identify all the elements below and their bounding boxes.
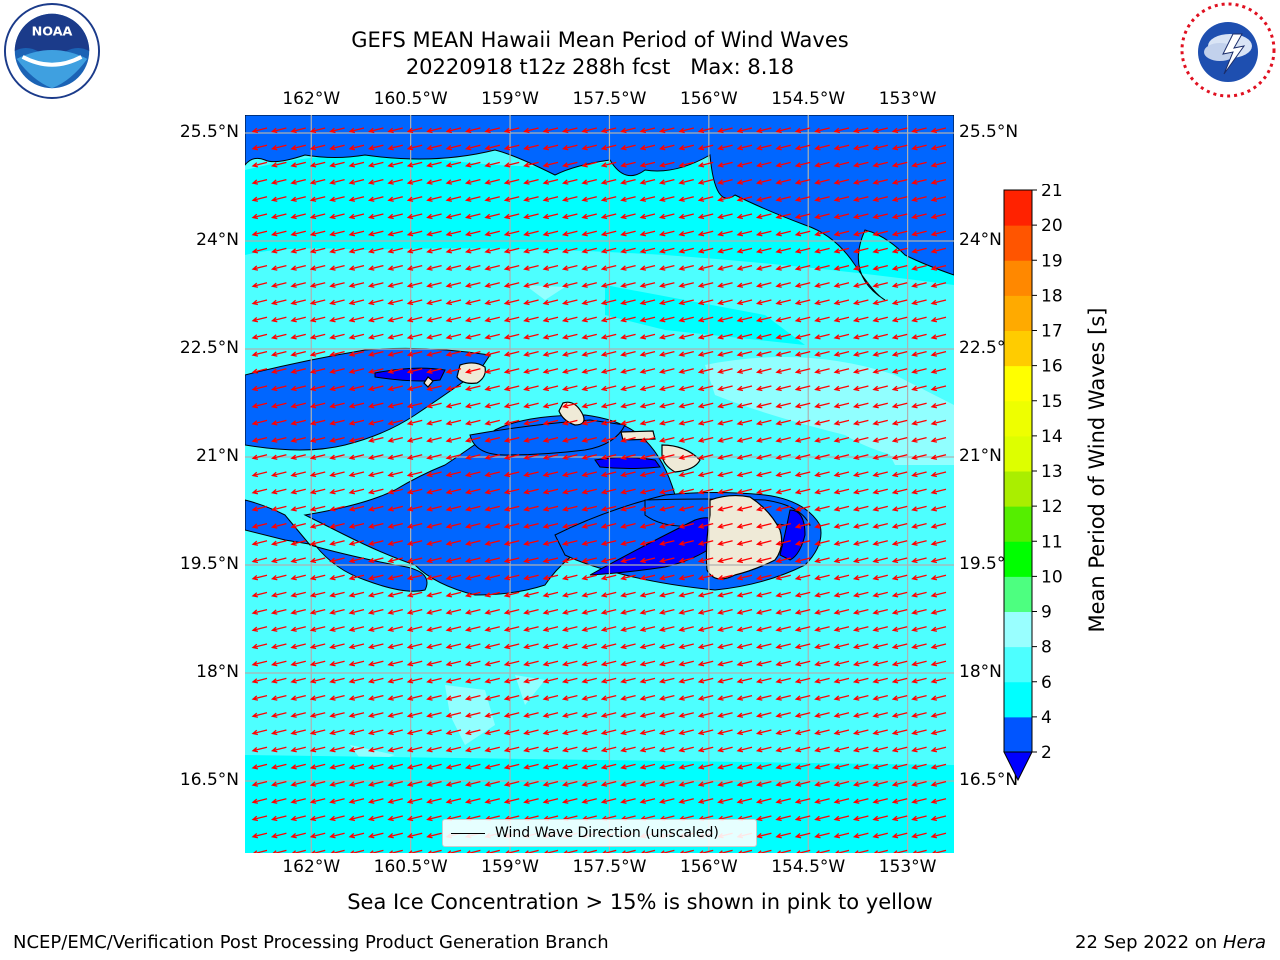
colorbar-tick-label: 15 xyxy=(1041,392,1063,412)
footer-machine: Hera xyxy=(1222,932,1266,953)
lon-tick-label: 153°W xyxy=(878,857,937,877)
colorbar-tick-label: 16 xyxy=(1041,357,1063,377)
colorbar-swatch xyxy=(1004,365,1032,402)
colorbar-tick-label: 18 xyxy=(1041,286,1063,306)
lat-tick-label: 18°N xyxy=(196,662,239,682)
lon-tick-label: 156°W xyxy=(679,89,738,109)
colorbar: 2 4 6 8 9 10 11 12 13 14 15 16 17 18 19 20 21 xyxy=(1003,184,1063,782)
colorbar-tick-label: 11 xyxy=(1041,532,1063,552)
lat-tick-label: 16.5°N xyxy=(959,770,1019,790)
colorbar-tick-label: 8 xyxy=(1041,638,1052,658)
colorbar-tick-label: 17 xyxy=(1041,322,1063,342)
lat-tick-label: 22.5°N xyxy=(959,338,1019,358)
colorbar-swatch xyxy=(1004,260,1032,296)
colorbar-tick-label: 21 xyxy=(1041,184,1063,201)
colorbar-tick-label: 20 xyxy=(1041,216,1063,236)
colorbar-swatch xyxy=(1004,541,1032,577)
lat-tick-label: 24°N xyxy=(959,230,1002,250)
colorbar-tick-label: 2 xyxy=(1041,743,1052,763)
colorbar-tick-label: 12 xyxy=(1041,497,1063,517)
lon-tick-label: 156°W xyxy=(679,857,738,877)
lat-tick-label: 16.5°N xyxy=(179,770,239,790)
national-weather-service-logo xyxy=(1180,2,1276,98)
colorbar-swatch xyxy=(1004,400,1032,437)
lon-tick-label: 157.5°W xyxy=(572,857,647,877)
colorbar-swatch xyxy=(1004,576,1032,612)
map-subtitle: 20220918 t12z 288h fcst Max: 8.18 xyxy=(405,55,795,79)
colorbar-swatch xyxy=(1004,190,1032,226)
lon-tick-label: 154.5°W xyxy=(771,857,846,877)
noaa-logo: NOAA xyxy=(3,2,101,100)
lon-tick-label: 162°W xyxy=(282,89,341,109)
colorbar-tick-label: 14 xyxy=(1041,427,1063,447)
legend-label: Wind Wave Direction (unscaled) xyxy=(495,825,719,841)
colorbar-swatch xyxy=(1004,471,1032,507)
lon-tick-label: 160.5°W xyxy=(373,857,448,877)
lat-tick-label: 21°N xyxy=(959,446,1002,466)
lat-tick-label: 24°N xyxy=(196,230,239,250)
colorbar-extend-triangle xyxy=(1003,751,1033,782)
colorbar-title: Mean Period of Wind Waves [s] xyxy=(1085,307,1109,633)
lon-tick-label: 162°W xyxy=(282,857,341,877)
wind-wave-direction-legend: Wind Wave Direction (unscaled) xyxy=(442,819,757,847)
colorbar-tick-label: 6 xyxy=(1041,673,1052,693)
lon-tick-label: 160.5°W xyxy=(373,89,448,109)
colorbar-swatch xyxy=(1004,225,1032,261)
lat-tick-label: 19.5°N xyxy=(179,554,239,574)
lon-tick-label: 159°W xyxy=(481,857,539,877)
colorbar-swatch xyxy=(1004,611,1032,648)
arrow-field xyxy=(251,127,947,853)
svg-text:NOAA: NOAA xyxy=(32,24,73,39)
map-title: GEFS MEAN Hawaii Mean Period of Wind Wav… xyxy=(351,28,849,52)
colorbar-swatch xyxy=(1004,295,1032,331)
lon-tick-label: 154.5°W xyxy=(771,89,846,109)
sea-ice-note: Sea Ice Concentration > 15% is shown in … xyxy=(347,890,933,914)
lat-tick-label: 19.5°N xyxy=(959,554,1019,574)
footer-date: 22 Sep 2022 on Hera xyxy=(1075,932,1266,953)
big-island-hawaii xyxy=(705,494,783,580)
colorbar-swatch xyxy=(1004,506,1032,542)
footer-date-text: 22 Sep 2022 on xyxy=(1075,932,1223,953)
colorbar-tick-label: 10 xyxy=(1041,567,1063,587)
lat-tick-label: 21°N xyxy=(196,446,239,466)
wind-wave-direction-arrows xyxy=(251,127,947,853)
colorbar-swatch xyxy=(1004,716,1032,753)
colorbar-tick-label: 13 xyxy=(1041,462,1063,482)
lon-tick-label: 157.5°W xyxy=(572,89,647,109)
colorbar-tick-label: 9 xyxy=(1041,603,1052,623)
lon-tick-label: 153°W xyxy=(878,89,937,109)
footer-producer: NCEP/EMC/Verification Post Processing Pr… xyxy=(13,932,609,953)
molokai-lanai xyxy=(620,430,656,441)
colorbar-swatch xyxy=(1004,435,1032,472)
colorbar-swatch xyxy=(1004,646,1032,683)
colorbar-tick-label: 4 xyxy=(1041,708,1052,728)
colorbar-swatch xyxy=(1004,330,1032,367)
colorbar-tick-label: 19 xyxy=(1041,251,1063,271)
lat-tick-label: 25.5°N xyxy=(959,122,1019,142)
legend-line-swatch xyxy=(451,832,485,834)
lat-tick-label: 25.5°N xyxy=(179,122,239,142)
colorbar-swatch xyxy=(1004,681,1032,718)
lat-tick-label: 18°N xyxy=(959,662,1002,682)
map-plot-area xyxy=(245,115,954,853)
lat-tick-label: 22.5°N xyxy=(179,338,239,358)
lon-tick-label: 159°W xyxy=(481,89,539,109)
